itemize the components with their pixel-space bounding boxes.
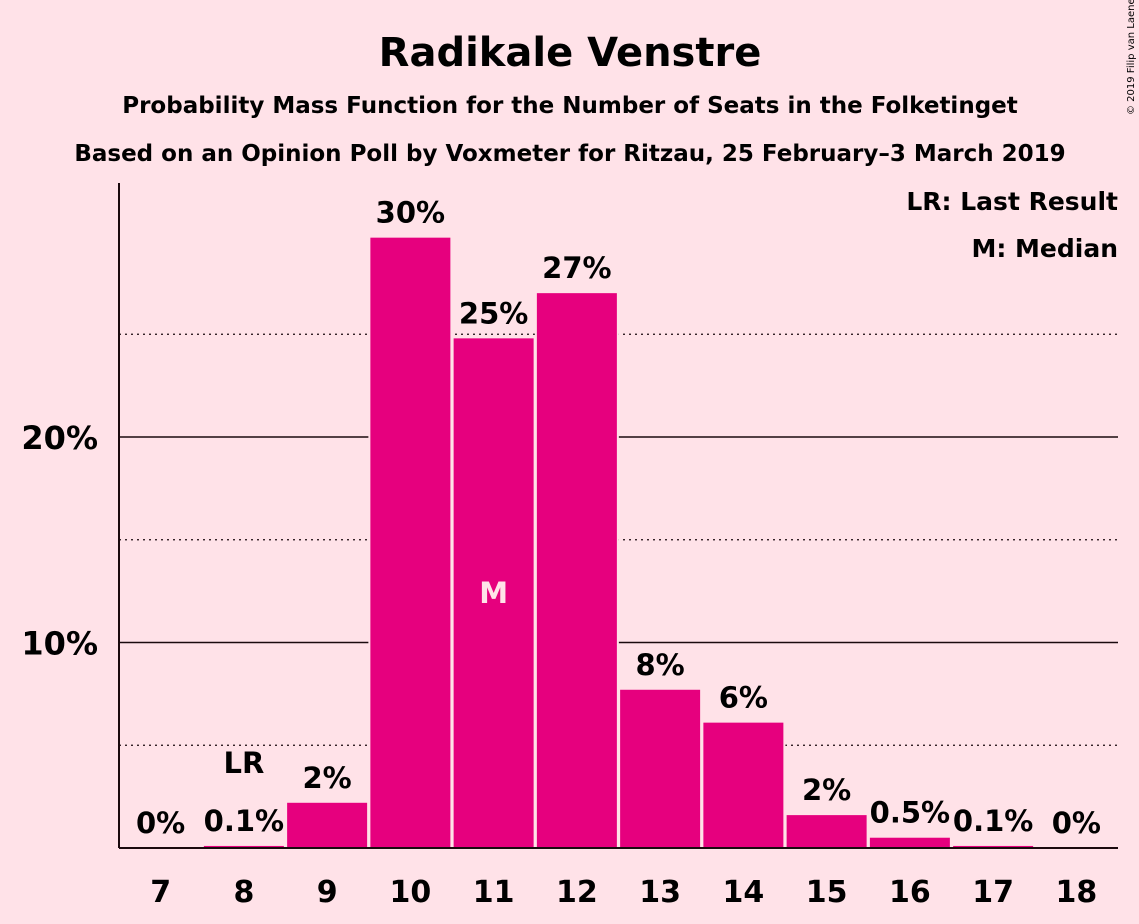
bar-seats-17 — [953, 845, 1034, 848]
chart-subtitle: Probability Mass Function for the Number… — [122, 93, 1018, 119]
x-tick-label-14: 14 — [723, 875, 765, 910]
bar-seats-10 — [370, 237, 451, 849]
x-tick-label-11: 11 — [473, 875, 515, 910]
data-label-13: 8% — [636, 648, 685, 682]
bar-seats-9 — [287, 802, 368, 848]
y-tick-label: 10% — [21, 625, 98, 663]
x-axis: 7 8 9 10 11 12 13 14 15 16 17 18 — [150, 875, 1097, 910]
y-axis: 10% 20% — [21, 183, 1118, 849]
x-tick-label-9: 9 — [317, 875, 338, 910]
chart-subtitle-source: Based on an Opinion Poll by Voxmeter for… — [74, 141, 1065, 167]
legend-median: M: Median — [971, 234, 1118, 263]
data-label-15: 2% — [802, 773, 851, 807]
y-tick-label: 20% — [21, 419, 98, 457]
data-labels: 0% 0.1%LR 2%30%25%M27%8%6%2%0.5% 0.1% 0% — [136, 196, 1101, 840]
data-label-11: 25% — [459, 296, 528, 330]
data-label-10: 30% — [376, 196, 445, 230]
x-tick-label-16: 16 — [889, 875, 931, 910]
bar-seats-15 — [786, 815, 867, 848]
bar-seats-16 — [869, 837, 950, 848]
copyright-notice: © 2019 Filip van Laenen — [1126, 0, 1137, 115]
x-tick-label-12: 12 — [556, 875, 598, 910]
data-label-17: 0.1% — [953, 804, 1033, 838]
bar-seats-14 — [703, 722, 784, 848]
x-tick-label-17: 17 — [972, 875, 1014, 910]
data-label-16: 0.5% — [870, 796, 950, 830]
bars — [201, 237, 1036, 849]
median-marker: M — [479, 576, 508, 610]
data-label-9: 2% — [303, 761, 352, 795]
x-tick-label-8: 8 — [233, 875, 254, 910]
legend-last-result: LR: Last Result — [906, 187, 1118, 216]
x-tick-label-15: 15 — [806, 875, 848, 910]
data-label-14: 6% — [719, 681, 768, 715]
last-result-marker: LR — [223, 746, 264, 780]
data-label-12: 27% — [542, 251, 611, 285]
data-label-7: 0% — [136, 806, 185, 840]
chart-title: Radikale Venstre — [379, 30, 762, 76]
x-tick-label-7: 7 — [150, 875, 171, 910]
data-label-18: 0% — [1052, 806, 1101, 840]
bar-seats-11 — [453, 338, 534, 848]
x-tick-label-10: 10 — [390, 875, 432, 910]
x-tick-label-18: 18 — [1056, 875, 1098, 910]
bar-seats-13 — [620, 689, 701, 848]
data-label-8: 0.1% — [204, 804, 284, 838]
bar-seats-8 — [203, 845, 284, 848]
bar-seats-12 — [536, 293, 617, 848]
x-tick-label-13: 13 — [639, 875, 681, 910]
